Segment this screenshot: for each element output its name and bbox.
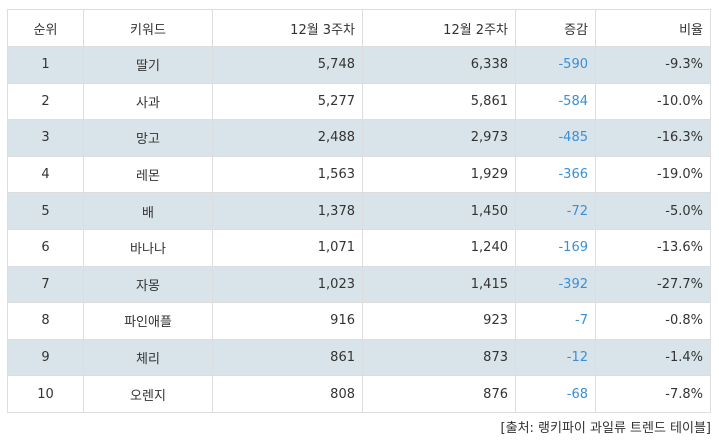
ratio-cell: -9.3%: [595, 46, 711, 84]
fruit-keyword-ranking-table: 순위 키워드 12월 3주차 12월 2주차 증감 비율 1 딸기 5,748 6,3…: [7, 9, 711, 413]
week3-cell: 916: [212, 302, 363, 340]
table-row: 9 체리 861 873 -12 -1.4%: [7, 338, 711, 377]
week3-cell: 2,488: [212, 119, 363, 157]
ratio-cell: -7.8%: [595, 375, 711, 413]
header-week2: 12월 2주차: [362, 9, 516, 47]
table-row: 2 사과 5,277 5,861 -584 -10.0%: [7, 82, 711, 121]
change-cell: -68: [515, 375, 596, 413]
rank-cell: 9: [7, 338, 84, 377]
week2-cell: 5,861: [362, 82, 516, 121]
week2-cell: 1,450: [362, 192, 516, 230]
keyword-cell: 망고: [83, 119, 213, 157]
keyword-cell: 체리: [83, 338, 213, 377]
header-change: 증감: [515, 9, 596, 47]
table-row: 8 파인애플 916 923 -7 -0.8%: [7, 302, 711, 340]
week2-cell: 6,338: [362, 46, 516, 84]
rank-cell: 6: [7, 228, 84, 267]
week3-cell: 5,277: [212, 82, 363, 121]
ratio-cell: -19.0%: [595, 155, 711, 194]
source-caption: [출처: 랭키파이 과일류 트렌드 테이블]: [500, 421, 711, 436]
ratio-cell: -1.4%: [595, 338, 711, 377]
week2-cell: 923: [362, 302, 516, 340]
keyword-cell: 파인애플: [83, 302, 213, 340]
ratio-cell: -5.0%: [595, 192, 711, 230]
week2-cell: 873: [362, 338, 516, 377]
week2-cell: 1,415: [362, 265, 516, 304]
table-row: 5 배 1,378 1,450 -72 -5.0%: [7, 192, 711, 230]
rank-cell: 5: [7, 192, 84, 230]
ranking-table-container: 순위 키워드 12월 3주차 12월 2주차 증감 비율 1 딸기 5,748 6,3…: [7, 9, 711, 413]
change-cell: -590: [515, 46, 596, 84]
ratio-cell: -0.8%: [595, 302, 711, 340]
keyword-cell: 바나나: [83, 228, 213, 267]
change-cell: -366: [515, 155, 596, 194]
table-header-row: 순위 키워드 12월 3주차 12월 2주차 증감 비율: [7, 9, 711, 47]
week3-cell: 1,023: [212, 265, 363, 304]
rank-cell: 1: [7, 46, 84, 84]
header-ratio: 비율: [595, 9, 711, 47]
keyword-cell: 오렌지: [83, 375, 213, 413]
week3-cell: 861: [212, 338, 363, 377]
week3-cell: 1,563: [212, 155, 363, 194]
keyword-cell: 배: [83, 192, 213, 230]
header-keyword: 키워드: [83, 9, 213, 47]
ratio-cell: -13.6%: [595, 228, 711, 267]
ratio-cell: -10.0%: [595, 82, 711, 121]
table-row: 3 망고 2,488 2,973 -485 -16.3%: [7, 119, 711, 157]
table-row: 7 자몽 1,023 1,415 -392 -27.7%: [7, 265, 711, 304]
change-cell: -392: [515, 265, 596, 304]
week2-cell: 1,929: [362, 155, 516, 194]
week3-cell: 808: [212, 375, 363, 413]
table-row: 6 바나나 1,071 1,240 -169 -13.6%: [7, 228, 711, 267]
rank-cell: 2: [7, 82, 84, 121]
change-cell: -485: [515, 119, 596, 157]
rank-cell: 7: [7, 265, 84, 304]
rank-cell: 10: [7, 375, 84, 413]
change-cell: -169: [515, 228, 596, 267]
header-rank: 순위: [7, 9, 84, 47]
table-row: 10 오렌지 808 876 -68 -7.8%: [7, 375, 711, 413]
ratio-cell: -16.3%: [595, 119, 711, 157]
week3-cell: 1,378: [212, 192, 363, 230]
rank-cell: 3: [7, 119, 84, 157]
week2-cell: 1,240: [362, 228, 516, 267]
table-row: 4 레몬 1,563 1,929 -366 -19.0%: [7, 155, 711, 194]
change-cell: -7: [515, 302, 596, 340]
rank-cell: 4: [7, 155, 84, 194]
change-cell: -12: [515, 338, 596, 377]
week3-cell: 5,748: [212, 46, 363, 84]
keyword-cell: 딸기: [83, 46, 213, 84]
keyword-cell: 레몬: [83, 155, 213, 194]
keyword-cell: 자몽: [83, 265, 213, 304]
change-cell: -584: [515, 82, 596, 121]
week2-cell: 2,973: [362, 119, 516, 157]
week3-cell: 1,071: [212, 228, 363, 267]
header-week3: 12월 3주차: [212, 9, 363, 47]
keyword-cell: 사과: [83, 82, 213, 121]
rank-cell: 8: [7, 302, 84, 340]
week2-cell: 876: [362, 375, 516, 413]
ratio-cell: -27.7%: [595, 265, 711, 304]
table-row: 1 딸기 5,748 6,338 -590 -9.3%: [7, 46, 711, 84]
change-cell: -72: [515, 192, 596, 230]
